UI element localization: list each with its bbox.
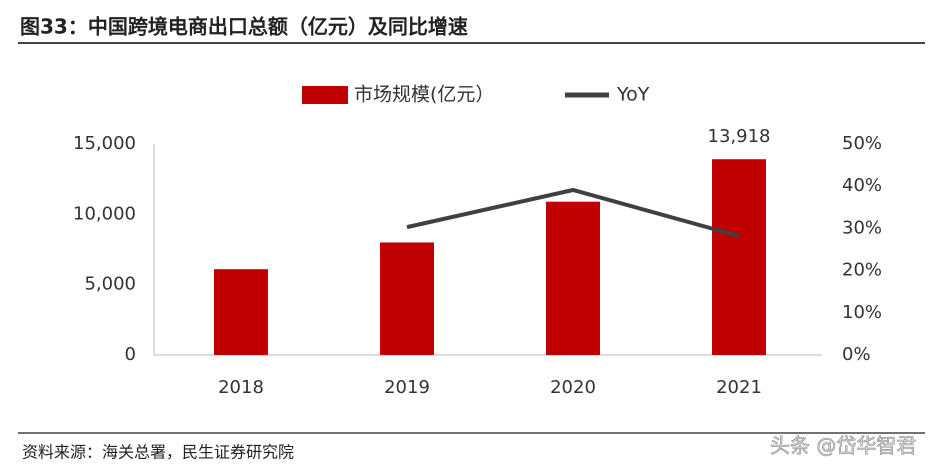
y2-tick-label: 30%: [842, 217, 882, 238]
bar: [380, 242, 434, 355]
y2-tick-label: 50%: [842, 133, 882, 154]
bar: [546, 201, 600, 355]
y2-tick-label: 10%: [842, 302, 882, 323]
legend-swatch: [302, 86, 348, 104]
data-label: 13,918: [708, 126, 771, 147]
x-tick-label: 2018: [218, 377, 264, 398]
y2-tick-label: 40%: [842, 175, 882, 196]
legend-label: YoY: [616, 84, 650, 106]
y-tick-label: 0: [125, 344, 136, 365]
bar: [712, 159, 766, 355]
y2-tick-label: 0%: [842, 344, 871, 365]
source: 资料来源：海关总署，民生证券研究院: [22, 443, 294, 462]
x-tick-label: 2020: [550, 377, 596, 398]
bar: [214, 269, 268, 355]
y-tick-label: 15,000: [73, 133, 136, 154]
legend-label: 市场规模(亿元）: [354, 84, 494, 106]
watermark: 头条 @岱华智君: [770, 434, 916, 458]
x-tick-label: 2021: [716, 377, 762, 398]
y2-tick-label: 20%: [842, 260, 882, 281]
line: [406, 187, 740, 238]
y-tick-label: 10,000: [73, 203, 136, 224]
x-tick-label: 2019: [384, 377, 430, 398]
chart-title: 图33：中国跨境电商出口总额（亿元）及同比增速: [20, 15, 468, 39]
y-tick-label: 5,000: [84, 274, 136, 295]
